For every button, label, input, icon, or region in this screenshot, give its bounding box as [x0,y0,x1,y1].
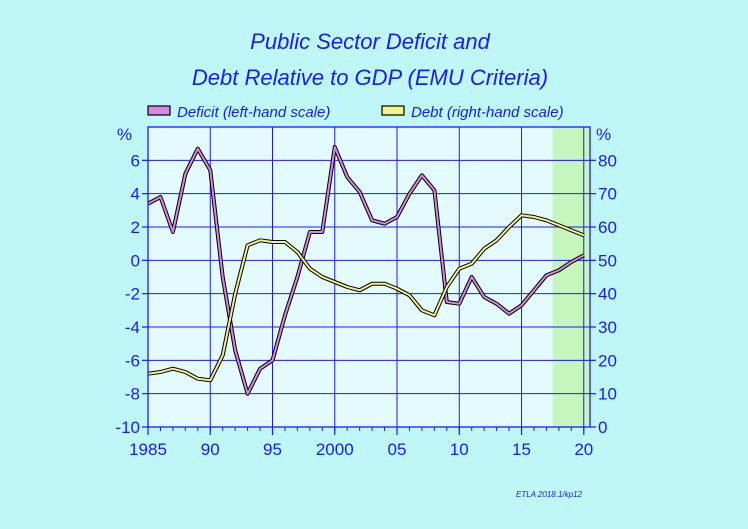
right-tick-label: 80 [598,151,617,170]
x-tick-label: 15 [512,440,531,459]
left-axis-unit: % [117,125,132,144]
left-tick-label: 6 [131,151,140,170]
x-tick-label: 1985 [129,440,167,459]
left-tick-label: -6 [125,351,140,370]
left-tick-label: 4 [131,185,140,204]
series-lines [147,145,585,396]
right-tick-label: 20 [598,351,617,370]
left-tick-label: 0 [131,251,140,270]
left-axis: -10 -8 -6 -4 -2 0 2 4 6 [115,151,148,437]
right-tick-label: 10 [598,385,617,404]
credit-note: ETLA 2018.1/kp12 [516,490,583,499]
chart-subtitle: Debt Relative to GDP (EMU Criteria) [192,65,548,90]
right-tick-label: 50 [598,251,617,270]
deficit-line [147,146,585,395]
left-tick-label: -8 [125,385,140,404]
legend-label-debt: Debt (right-hand scale) [411,104,564,121]
legend-swatch-deficit [147,105,171,116]
right-tick-label: 60 [598,218,617,237]
left-tick-label: -2 [125,285,140,304]
right-tick-label: 40 [598,285,617,304]
legend: Deficit (left-hand scale) Debt (right-ha… [147,104,564,121]
legend-label-deficit: Deficit (left-hand scale) [177,104,330,121]
x-axis: 1985 90 95 2000 05 10 15 20 [129,427,593,459]
right-tick-label: 70 [598,185,617,204]
legend-swatch-debt [381,105,405,116]
x-tick-label: 05 [388,440,407,459]
right-tick-label: 30 [598,318,617,337]
x-tick-label: 10 [450,440,469,459]
left-tick-label: 2 [131,218,140,237]
plot-frame [147,126,591,428]
plot-area [148,127,590,427]
x-tick-label: 95 [263,440,282,459]
chart-title: Public Sector Deficit and [250,29,490,54]
right-axis: 0 10 20 30 40 50 60 70 80 [590,151,617,437]
right-axis-unit: % [596,125,611,144]
forecast-shading [552,127,590,427]
x-tick-label: 20 [574,440,593,459]
left-tick-label: -10 [115,418,140,437]
right-tick-label: 0 [598,418,607,437]
debt-line [147,214,585,382]
x-tick-label: 90 [201,440,220,459]
left-tick-label: -4 [125,318,140,337]
x-tick-label: 2000 [316,440,354,459]
